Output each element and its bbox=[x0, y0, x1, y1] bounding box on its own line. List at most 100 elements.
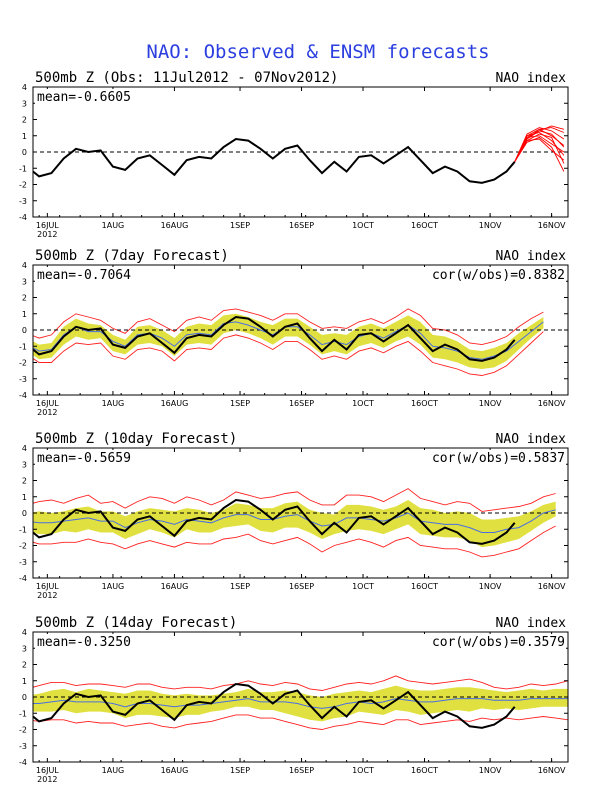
ensemble-member-line bbox=[514, 135, 565, 163]
envelope-lower-line bbox=[33, 714, 568, 730]
y-tick-label: 3 bbox=[22, 99, 27, 108]
y-tick-label: -1 bbox=[19, 709, 27, 718]
observed-line bbox=[33, 137, 516, 184]
x-tick-label: 1AUG bbox=[102, 582, 125, 591]
x-tick-label: 16AUG bbox=[161, 582, 189, 591]
y-tick-label: -3 bbox=[19, 375, 27, 384]
y-tick-label: 1 bbox=[22, 310, 27, 319]
x-tick-label: 1OCT bbox=[352, 582, 374, 591]
panel-title: 500mb Z (14day Forecast) bbox=[35, 615, 237, 631]
y-tick-label: -3 bbox=[19, 197, 27, 206]
y-tick-label: -1 bbox=[19, 342, 27, 351]
ensemble-member-line bbox=[514, 125, 565, 163]
y-tick-label: 3 bbox=[22, 277, 27, 286]
y-tick-label: 4 bbox=[22, 261, 27, 270]
y-tick-label: 0 bbox=[22, 693, 27, 702]
envelope-upper-line bbox=[33, 488, 556, 512]
observed-line bbox=[33, 682, 516, 729]
x-tick-label: 1NOV bbox=[479, 766, 502, 775]
plot-area bbox=[33, 675, 568, 730]
x-year-label: 2012 bbox=[37, 775, 57, 784]
x-tick-label: 16AUG bbox=[161, 221, 189, 230]
y-tick-label: -4 bbox=[19, 574, 27, 583]
y-tick-label: 4 bbox=[22, 628, 27, 637]
envelope-lower-line bbox=[33, 331, 544, 376]
y-tick-label: 2 bbox=[22, 661, 27, 670]
ensemble-member-line bbox=[514, 127, 565, 162]
ensemble-member-line bbox=[514, 138, 565, 163]
ensemble-member-line bbox=[514, 128, 565, 162]
y-tick-label: 0 bbox=[22, 509, 27, 518]
x-tick-label: 16NOV bbox=[538, 399, 566, 408]
cor-label: cor(w/obs)=0.5837 bbox=[432, 451, 565, 466]
mean-label: mean=-0.3250 bbox=[37, 635, 131, 650]
mean-label: mean=-0.5659 bbox=[37, 451, 131, 466]
x-tick-label: 1NOV bbox=[479, 399, 502, 408]
x-tick-label: 1SEP bbox=[230, 399, 250, 408]
mean-label-bg bbox=[35, 89, 115, 104]
y-tick-label: 3 bbox=[22, 460, 27, 469]
x-tick-label: 1AUG bbox=[102, 399, 125, 408]
x-tick-label: 1SEP bbox=[230, 582, 250, 591]
x-tick-label: 16JUL bbox=[36, 582, 59, 591]
ensemble-member-line bbox=[514, 136, 565, 172]
x-tick-label: 16NOV bbox=[538, 766, 566, 775]
x-tick-label: 16AUG bbox=[161, 399, 189, 408]
y-tick-label: -4 bbox=[19, 758, 27, 767]
y-tick-label: 1 bbox=[22, 493, 27, 502]
x-tick-label: 16OCT bbox=[411, 766, 438, 775]
plot-area bbox=[33, 308, 568, 376]
x-tick-label: 1AUG bbox=[102, 766, 125, 775]
x-tick-label: 16OCT bbox=[411, 221, 438, 230]
cor-label-bg bbox=[416, 450, 566, 465]
panel-14day: 500mb Z (14day Forecast) NAO index -4 -3 -2 -… bbox=[19, 615, 569, 784]
x-year-label: 2012 bbox=[37, 230, 57, 239]
panel-title: 500mb Z (Obs: 11Jul2012 - 07Nov2012) bbox=[35, 70, 338, 86]
x-tick-label: 1SEP bbox=[230, 766, 250, 775]
y-tick-label: -2 bbox=[19, 359, 27, 368]
x-tick-label: 16AUG bbox=[161, 766, 189, 775]
y-tick-label: 0 bbox=[22, 326, 27, 335]
x-tick-label: 1SEP bbox=[230, 221, 250, 230]
y-tick-label: -4 bbox=[19, 213, 27, 222]
y-tick-label: -2 bbox=[19, 726, 27, 735]
y-tick-label: -4 bbox=[19, 391, 27, 400]
mean-label-bg bbox=[35, 267, 115, 282]
x-tick-label: 1NOV bbox=[479, 221, 502, 230]
observed-line bbox=[33, 315, 516, 362]
y-tick-label: 2 bbox=[22, 116, 27, 125]
cor-label: cor(w/obs)=0.8382 bbox=[432, 268, 565, 283]
x-year-label: 2012 bbox=[37, 408, 57, 417]
y-tick-label: 1 bbox=[22, 677, 27, 686]
envelope-lower-line bbox=[33, 525, 556, 558]
x-tick-label: 16NOV bbox=[538, 582, 566, 591]
panel-title: 500mb Z (10day Forecast) bbox=[35, 431, 237, 447]
plot-area bbox=[33, 125, 568, 184]
y-tick-label: 2 bbox=[22, 294, 27, 303]
observed-line bbox=[33, 498, 516, 545]
panel-right-label: NAO index bbox=[496, 432, 567, 447]
mean-label-bg bbox=[35, 634, 115, 649]
y-tick-label: -1 bbox=[19, 164, 27, 173]
y-tick-label: 4 bbox=[22, 83, 27, 92]
x-tick-label: 16JUL bbox=[36, 399, 59, 408]
x-tick-label: 16SEP bbox=[289, 766, 314, 775]
panel-observed: 500mb Z (Obs: 11Jul2012 - 07Nov2012) NAO … bbox=[19, 70, 569, 239]
panel-right-label: NAO index bbox=[496, 249, 567, 264]
x-year-label: 2012 bbox=[37, 591, 57, 600]
y-tick-label: 0 bbox=[22, 148, 27, 157]
x-tick-label: 16SEP bbox=[289, 582, 314, 591]
x-tick-label: 16JUL bbox=[36, 766, 59, 775]
cor-label-bg bbox=[416, 634, 566, 649]
panel-title: 500mb Z (7day Forecast) bbox=[35, 248, 229, 264]
x-tick-label: 1AUG bbox=[102, 221, 125, 230]
ensemble-spread-band bbox=[33, 313, 544, 369]
chart-title: NAO: Observed & ENSM forecasts bbox=[146, 41, 489, 63]
x-tick-label: 16JUL bbox=[36, 221, 59, 230]
x-tick-label: 1OCT bbox=[352, 766, 374, 775]
x-tick-label: 1OCT bbox=[352, 399, 374, 408]
envelope-upper-line bbox=[33, 675, 568, 691]
y-tick-label: 3 bbox=[22, 644, 27, 653]
y-tick-label: -1 bbox=[19, 525, 27, 534]
